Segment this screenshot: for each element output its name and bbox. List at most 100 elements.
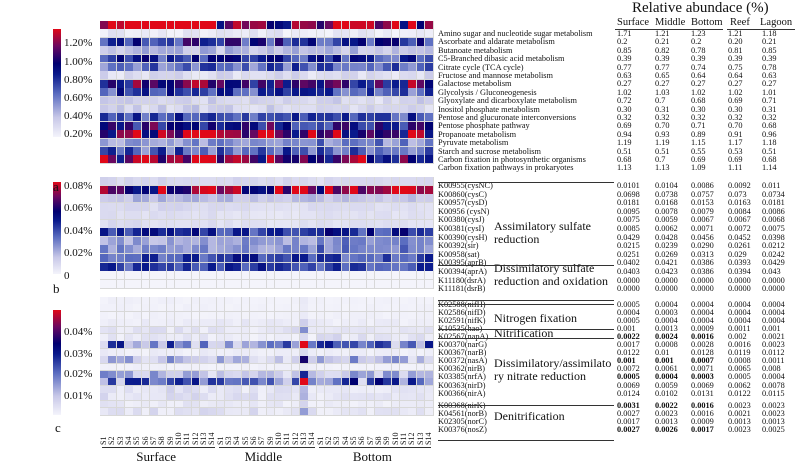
value-cell: 0.7: [655, 96, 666, 106]
heatmap-cell: [166, 177, 176, 187]
heatmap-cell: [374, 279, 384, 289]
heatmap-cell: [166, 138, 176, 148]
heatmap-cell: [424, 271, 434, 281]
group-assimilatory-sulfate: Assimilatory sulfate reduction: [494, 219, 591, 246]
rule: [438, 329, 614, 330]
group-label-surface: Surface: [136, 449, 176, 464]
rule: [438, 300, 614, 301]
group-underline: [218, 447, 315, 448]
heatmap-cell: [374, 185, 384, 195]
colorbar-tick-label: 0.03%: [64, 348, 93, 360]
rule: [438, 265, 614, 266]
heatmap-cell: [424, 236, 434, 246]
colorbar-tick-label: 1.20%: [64, 37, 93, 49]
value-cell: 0.0290: [691, 241, 714, 251]
value-cell: 0.68: [691, 96, 706, 106]
heatmap-cell: [299, 185, 309, 195]
heatmap-cell: [374, 262, 384, 272]
heatmap-cell: [424, 113, 434, 123]
value-cell: 0.0025: [762, 424, 785, 434]
value-cell: 1.19: [617, 138, 632, 148]
heatmap-cell: [424, 262, 434, 272]
sample-label: S14: [423, 432, 433, 445]
heatmap-cell: [299, 155, 309, 165]
heatmap-cell: [424, 219, 434, 229]
colorbar-tick-label: 0.60%: [64, 92, 93, 104]
value-cell: 1.19: [655, 138, 670, 148]
row-label: K00376(nosZ): [438, 424, 487, 434]
heatmap-cell: [299, 228, 309, 238]
heatmap-cell: [233, 262, 243, 272]
heatmap-cell: [233, 71, 243, 81]
row-label: K00381(cysI): [438, 224, 485, 233]
heatmap-cell: [374, 219, 384, 229]
header-lagoon: Lagoon: [760, 17, 793, 28]
value-cell: 1.18: [762, 138, 777, 148]
heatmap-cell: [299, 88, 309, 98]
value-cell: 0.0386: [691, 267, 714, 276]
heatmap-cell: [166, 113, 176, 123]
value-cell: 0.0153: [691, 198, 714, 208]
value-cell: 0.0092: [728, 181, 751, 190]
value-cell: 0.0131: [691, 388, 714, 398]
heatmap-cell: [233, 29, 243, 39]
value-cell: 0.0181: [617, 198, 640, 208]
heatmap-cell: [299, 202, 309, 212]
value-cell: 1.13: [655, 163, 670, 173]
sample-label: S12: [407, 432, 417, 445]
heatmap-cell: [424, 202, 434, 212]
colorbar-tick-label: 0: [64, 270, 70, 282]
heatmap-cell: [424, 408, 434, 416]
heatmap-cell: [374, 211, 384, 221]
rule: [438, 182, 614, 183]
value-cell: 0.0017: [691, 424, 714, 434]
heatmap-cell: [374, 177, 384, 187]
value-cell: 0.0403: [617, 267, 640, 276]
value-cell: 0.0027: [617, 424, 640, 434]
heatmap-cell: [424, 155, 434, 165]
group-label-bottom: Bottom: [352, 449, 392, 464]
heatmap-cell: [424, 29, 434, 39]
heatmap-cell: [374, 88, 384, 98]
value-cell: 0.011: [762, 181, 781, 190]
heatmap-cell: [374, 54, 384, 64]
colorbar-tick-label: 0.06%: [64, 202, 93, 214]
heatmap-cell: [233, 279, 243, 289]
heatmap-cell: [233, 96, 243, 106]
value-cell: 0.71: [762, 96, 777, 106]
heatmap-cell: [299, 29, 309, 39]
heatmap-cell: [233, 54, 243, 64]
colorbar-tick-label: 0.04%: [64, 225, 93, 237]
colorbar-tick-label: 0.04%: [64, 326, 93, 338]
panel-label-b: b: [53, 281, 60, 296]
value-cell: 0.69: [728, 96, 743, 106]
heatmap-cell: [374, 271, 384, 281]
rule: [438, 440, 614, 441]
value-cell: 0.39: [762, 54, 777, 64]
heatmap-cell: [299, 271, 309, 281]
heatmap-cell: [299, 46, 309, 56]
heatmap-cell: [166, 88, 176, 98]
value-cell: 0.0072: [728, 224, 751, 233]
heatmap-cell: [424, 211, 434, 221]
heatmap-cell: [374, 71, 384, 81]
heatmap-cell: [233, 202, 243, 212]
value-cell: 0.0212: [762, 241, 785, 251]
row-label: C5-Branched dibasic acid metabolism: [438, 54, 565, 64]
value-cell: 0.0423: [655, 267, 678, 276]
heatmap-cell: [374, 29, 384, 39]
heatmap-cell: [299, 194, 309, 204]
heatmap-cell: [374, 236, 384, 246]
value-cell: 0.0122: [728, 388, 751, 398]
heatmap-cell: [233, 245, 243, 255]
heatmap-cell: [424, 88, 434, 98]
heatmap-cell: [374, 138, 384, 148]
heatmap-cell: [299, 211, 309, 221]
heatmap-cell: [374, 155, 384, 165]
header-reef: Reef: [730, 17, 750, 28]
heatmap-cell: [299, 71, 309, 81]
heatmap-cell: [166, 253, 176, 263]
header-rule-habitat: [727, 29, 795, 30]
value-cell: 1.13: [617, 163, 632, 173]
heatmap-cell: [299, 113, 309, 123]
